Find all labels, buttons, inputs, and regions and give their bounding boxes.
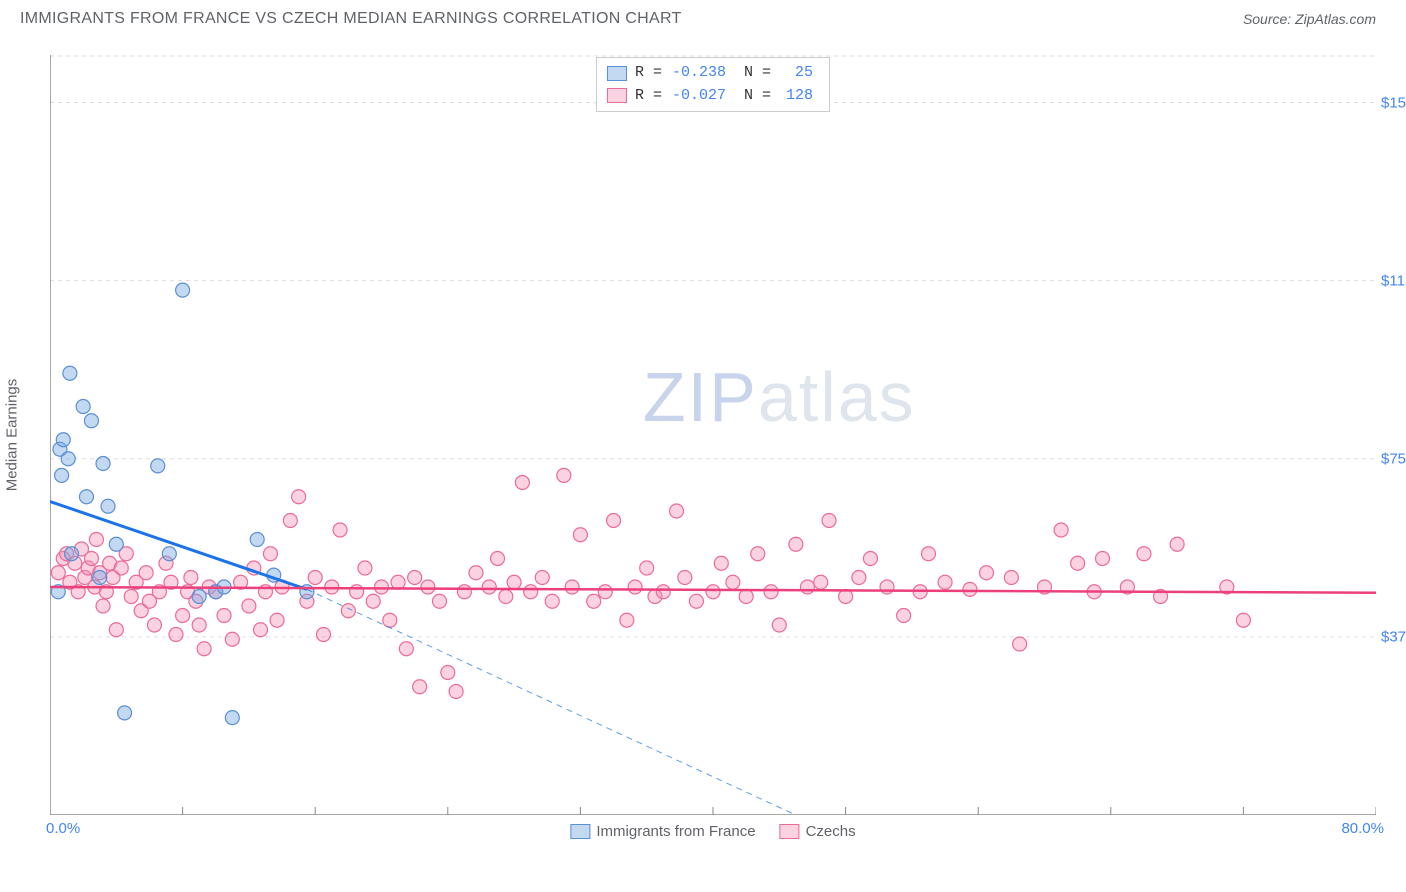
chart-title: IMMIGRANTS FROM FRANCE VS CZECH MEDIAN E…	[20, 10, 682, 28]
correlation-row-czech: R = -0.027 N = 128	[607, 85, 813, 108]
legend-item-czech: Czechs	[780, 823, 856, 840]
y-tick-label: $150,000	[1381, 94, 1406, 111]
n-label: N =	[744, 85, 771, 108]
legend-label-czech: Czechs	[806, 823, 856, 840]
r-value-czech: -0.027	[670, 85, 726, 108]
chart-container: Median Earnings ZIPatlas R = -0.238 N = …	[50, 55, 1376, 815]
y-tick-label: $112,500	[1381, 272, 1406, 289]
legend-label-france: Immigrants from France	[596, 823, 755, 840]
swatch-czech	[607, 88, 627, 103]
correlation-row-france: R = -0.238 N = 25	[607, 62, 813, 85]
n-value-france: 25	[779, 62, 813, 85]
x-max-label: 80.0%	[1341, 820, 1384, 837]
legend-item-france: Immigrants from France	[570, 823, 755, 840]
r-value-france: -0.238	[670, 62, 726, 85]
y-tick-label: $75,000	[1381, 450, 1406, 467]
swatch-czech	[780, 824, 800, 839]
x-min-label: 0.0%	[46, 820, 80, 837]
source-prefix: Source:	[1243, 11, 1295, 27]
source-name: ZipAtlas.com	[1295, 11, 1376, 27]
swatch-france	[607, 66, 627, 81]
y-tick-label: $37,500	[1381, 628, 1406, 645]
source-attribution: Source: ZipAtlas.com	[1243, 11, 1376, 27]
correlation-legend: R = -0.238 N = 25 R = -0.027 N = 128	[596, 57, 830, 112]
r-label: R =	[635, 62, 662, 85]
chart-header: IMMIGRANTS FROM FRANCE VS CZECH MEDIAN E…	[0, 0, 1406, 36]
scatter-plot	[50, 55, 1376, 815]
n-label: N =	[744, 62, 771, 85]
n-value-czech: 128	[779, 85, 813, 108]
y-axis-label: Median Earnings	[4, 379, 21, 492]
swatch-france	[570, 824, 590, 839]
series-legend: Immigrants from France Czechs	[570, 823, 855, 840]
r-label: R =	[635, 85, 662, 108]
